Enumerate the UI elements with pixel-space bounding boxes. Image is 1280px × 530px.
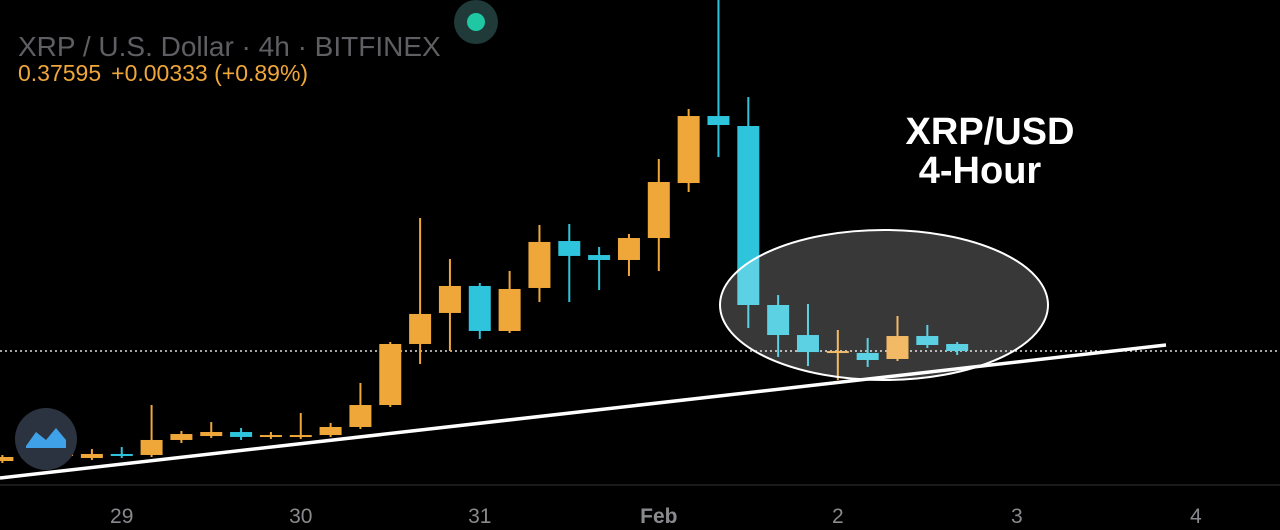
- candles: [0, 0, 1280, 464]
- status-dot: [454, 0, 499, 44]
- candle-body: [438, 285, 461, 313]
- candle-body: [319, 426, 342, 436]
- candle-body: [200, 432, 223, 437]
- title-text: XRP / U.S. Dollar · 4h · BITFINEX: [18, 31, 441, 62]
- candle-body: [916, 336, 939, 345]
- candle-body: [230, 432, 253, 437]
- candle-body: [707, 116, 730, 126]
- x-tick-label: 3: [1011, 505, 1023, 528]
- last-price: 0.37595: [18, 60, 102, 86]
- candle-body: [647, 182, 670, 239]
- chart-title: XRP / U.S. Dollar · 4h · BITFINEX: [18, 0, 499, 63]
- x-tick-label: 31: [468, 505, 491, 528]
- trend-line: [0, 343, 1167, 480]
- candle-body: [677, 116, 700, 184]
- candle-body: [558, 241, 581, 256]
- candle-body: [468, 285, 491, 331]
- logo: [15, 408, 77, 470]
- candle-body: [796, 335, 819, 353]
- annotation: XRP/USD: [906, 111, 1075, 153]
- candle-body: [110, 453, 133, 456]
- candle-body: [886, 336, 909, 359]
- highlight-ellipse: [719, 229, 1049, 381]
- x-tick-label: 4: [1190, 505, 1202, 528]
- price-change: +0.00333 (+0.89%): [111, 60, 309, 86]
- candle-body: [617, 238, 640, 260]
- candle-body: [767, 305, 790, 336]
- candle-body: [528, 241, 551, 288]
- candle-body: [349, 405, 372, 427]
- x-tick-label: 2: [832, 505, 844, 528]
- x-tick-label: 30: [289, 505, 312, 528]
- candle-body: [856, 352, 879, 360]
- candle-body: [80, 453, 103, 459]
- candle-body: [289, 435, 312, 438]
- x-tick-label: 29: [110, 505, 133, 528]
- candle-body: [946, 343, 969, 352]
- quote: 0.37595 +0.00333 (+0.89%): [18, 60, 318, 87]
- candle-body: [140, 439, 163, 455]
- candle-body: [409, 313, 432, 344]
- candle-body: [259, 435, 282, 438]
- candle-body: [0, 456, 14, 462]
- candle-body: [379, 343, 402, 406]
- x-tick-label: Feb: [640, 505, 677, 528]
- candle-body: [826, 351, 849, 354]
- candle-body: [498, 288, 521, 331]
- candle-body: [588, 255, 611, 260]
- candle-body: [170, 434, 193, 440]
- annotation: 4-Hour: [919, 150, 1042, 192]
